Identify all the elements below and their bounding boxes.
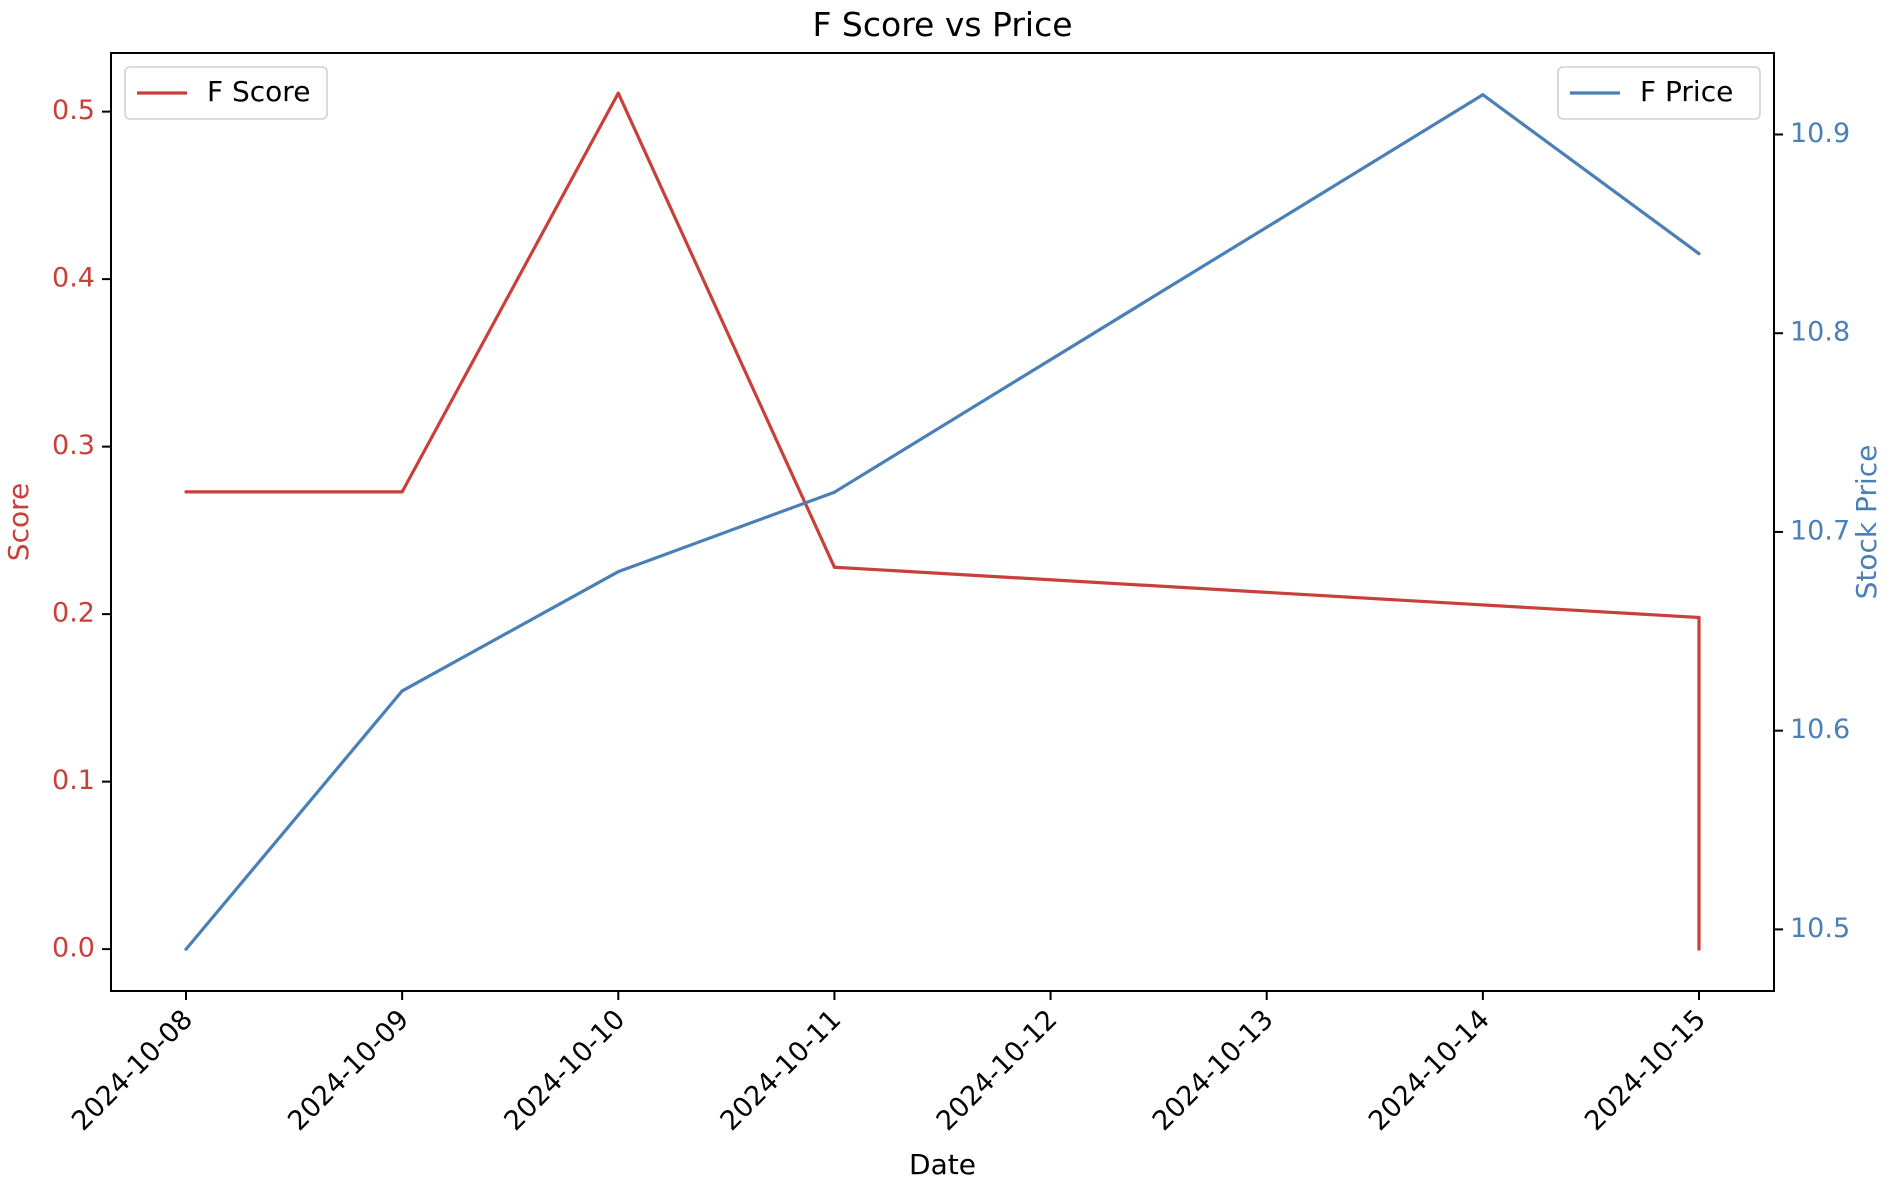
legend-box	[124, 66, 328, 120]
data-point	[1697, 947, 1701, 951]
data-point	[1697, 252, 1701, 256]
y-left-tick-label: 0.1	[52, 765, 95, 796]
y-left-tick-label: 0.2	[52, 598, 95, 629]
x-tick-label: 2024-10-09	[282, 1004, 415, 1137]
chart-title: F Score vs Price	[812, 5, 1072, 44]
y-left-tick-label: 0.4	[52, 263, 95, 294]
legend-label: F Price	[1640, 75, 1733, 108]
data-point	[1481, 93, 1485, 97]
data-point	[832, 565, 837, 569]
y-right-tick-label: 10.6	[1790, 714, 1850, 745]
data-point	[616, 91, 620, 95]
data-point	[184, 490, 188, 494]
data-point	[832, 490, 837, 494]
y-right-tick-label: 10.9	[1790, 118, 1850, 149]
y-left-tick-label: 0.5	[52, 95, 95, 126]
x-tick-label: 2024-10-11	[714, 1004, 847, 1137]
y-right-tick-label: 10.7	[1790, 515, 1850, 546]
series-line-f-price	[184, 93, 1700, 951]
data-point	[400, 689, 404, 693]
x-tick-label: 2024-10-10	[498, 1004, 631, 1137]
legend-f-score: F Score	[124, 66, 328, 120]
plot-frame	[110, 52, 1775, 992]
legend-box	[1557, 66, 1761, 120]
y-left-tick-label: 0.0	[52, 933, 95, 964]
x-tick-label: 2024-10-12	[931, 1004, 1064, 1137]
series-line-f-score	[186, 91, 1701, 950]
data-point	[1697, 615, 1701, 620]
x-tick-label: 2024-10-13	[1147, 1004, 1280, 1137]
data-point	[616, 570, 620, 574]
legends: F Score F Price	[124, 66, 1761, 120]
legend-label: F Score	[207, 75, 310, 108]
data-point	[400, 490, 404, 494]
x-tick-label: 2024-10-14	[1363, 1004, 1496, 1137]
data-point	[184, 947, 188, 951]
x-axis-label: Date	[909, 1148, 976, 1181]
x-tick-label: 2024-10-15	[1579, 1004, 1712, 1137]
y-axis-label-right: Stock Price	[1850, 445, 1883, 600]
y-axis-label-left: Score	[2, 483, 35, 561]
y-right-tick-label: 10.5	[1790, 913, 1850, 944]
legend-f-price: F Price	[1557, 66, 1761, 120]
y-right-tick-label: 10.8	[1790, 317, 1850, 348]
chart-marks	[184, 91, 1701, 951]
y-left-tick-label: 0.3	[52, 430, 95, 461]
x-tick-label: 2024-10-08	[66, 1004, 199, 1137]
